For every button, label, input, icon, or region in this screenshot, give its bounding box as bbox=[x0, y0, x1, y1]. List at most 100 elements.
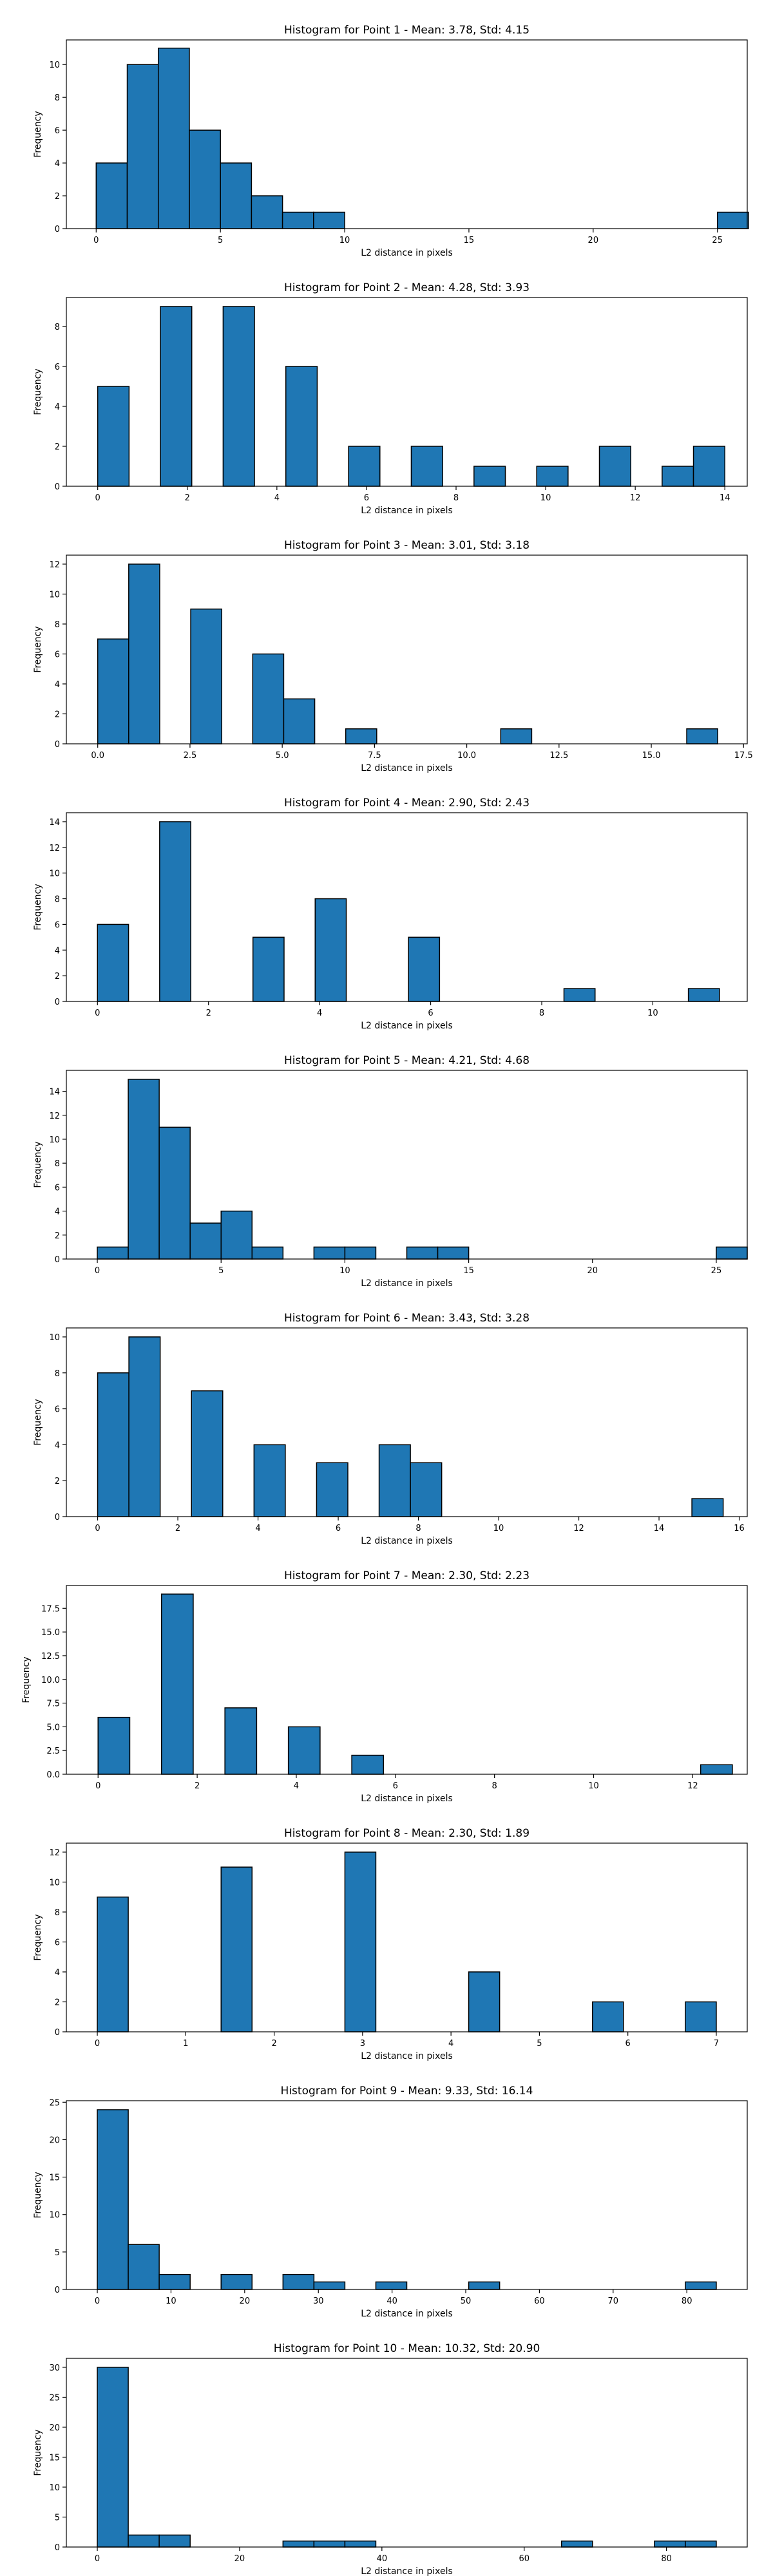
x-tick-label: 17.5 bbox=[734, 751, 753, 761]
histogram-bar bbox=[692, 446, 725, 487]
histogram-bar bbox=[687, 988, 720, 1002]
x-tick-label: 10 bbox=[588, 1781, 599, 1791]
y-tick-label: 2 bbox=[55, 1477, 60, 1486]
y-tick-label: 4 bbox=[55, 680, 60, 690]
x-tick-label: 8 bbox=[492, 1781, 497, 1791]
histogram-bar bbox=[685, 2540, 717, 2548]
histogram-bar bbox=[536, 466, 569, 487]
y-tick-label: 6 bbox=[55, 1405, 60, 1415]
y-tick-label: 5 bbox=[55, 2513, 60, 2523]
x-axis-label: L2 distance in pixels bbox=[361, 1278, 453, 1289]
x-tick-label: 7.5 bbox=[368, 751, 381, 761]
histogram-bar bbox=[128, 564, 160, 744]
histogram-bar bbox=[406, 1246, 439, 1260]
x-tick-label: 20 bbox=[588, 236, 599, 245]
y-axis-label: Frequency bbox=[33, 1914, 43, 1960]
x-tick-label: 3 bbox=[360, 2039, 365, 2049]
y-tick-label: 15 bbox=[49, 2174, 60, 2183]
x-tick-label: 0.0 bbox=[91, 751, 104, 761]
axes-frame bbox=[66, 39, 748, 229]
x-tick-label: 10 bbox=[493, 1524, 504, 1533]
x-tick-label: 0 bbox=[95, 1524, 100, 1533]
histogram-bar bbox=[468, 2281, 501, 2290]
histogram-bar bbox=[97, 923, 129, 1002]
histogram-bar bbox=[97, 2109, 129, 2290]
y-tick-label: 8 bbox=[55, 323, 60, 332]
y-tick-label: 6 bbox=[55, 1183, 60, 1193]
histogram-bar bbox=[97, 1246, 129, 1260]
y-tick-label: 2 bbox=[55, 1998, 60, 2007]
histogram-bar bbox=[563, 988, 596, 1002]
x-tick-label: 60 bbox=[534, 2297, 545, 2306]
histogram-panel: 0 5 10 15 20 25 0 2 4 6 8 10 12 14 Histogram for Point… bbox=[33, 1054, 748, 1289]
y-tick-label: 10 bbox=[49, 1135, 60, 1145]
y-tick-label: 12 bbox=[49, 1848, 60, 1858]
y-tick-label: 5.0 bbox=[46, 1723, 60, 1732]
histogram-bar bbox=[282, 211, 314, 229]
x-tick-label: 0 bbox=[95, 1009, 100, 1018]
histogram-bar bbox=[560, 2540, 593, 2548]
y-tick-label: 0 bbox=[55, 225, 60, 234]
histogram-bar bbox=[282, 2540, 315, 2548]
y-tick-label: 4 bbox=[55, 946, 60, 956]
x-tick-label: 0 bbox=[93, 236, 99, 245]
histogram-bar bbox=[344, 1246, 377, 1260]
x-tick-label: 2 bbox=[271, 2039, 276, 2049]
x-tick-label: 4 bbox=[448, 2039, 453, 2049]
x-tick-label: 0 bbox=[95, 1781, 100, 1791]
y-tick-label: 4 bbox=[55, 402, 60, 412]
axes-frame bbox=[66, 554, 748, 744]
y-tick-label: 2 bbox=[55, 972, 60, 981]
histogram-bar bbox=[592, 2001, 624, 2032]
histogram-bar bbox=[158, 2534, 191, 2548]
y-axis-label: Frequency bbox=[33, 626, 43, 672]
x-tick-label: 12 bbox=[630, 493, 641, 503]
histogram-bar bbox=[344, 2540, 377, 2548]
histogram-panel: 0 20 40 60 80 0 5 10 15 20 25 30 Histogram for Point… bbox=[33, 2342, 748, 2576]
histogram-bar bbox=[224, 1707, 258, 1775]
x-tick-label: 80 bbox=[661, 2554, 672, 2564]
histogram-bar bbox=[437, 1246, 470, 1260]
histogram-bar bbox=[128, 1336, 161, 1517]
x-axis-label: L2 distance in pixels bbox=[361, 763, 453, 773]
histogram-bar bbox=[691, 1498, 724, 1517]
y-tick-label: 10.0 bbox=[41, 1676, 60, 1685]
y-tick-label: 20 bbox=[49, 2423, 60, 2433]
y-tick-label: 8 bbox=[55, 620, 60, 630]
x-tick-label: 20 bbox=[234, 2554, 245, 2564]
histogram-bar bbox=[344, 1852, 377, 2032]
histogram-bar bbox=[378, 1444, 411, 1517]
histogram-bar bbox=[159, 821, 191, 1002]
histogram-bar bbox=[468, 1971, 501, 2032]
y-axis-label: Frequency bbox=[33, 368, 43, 415]
y-axis-label: Frequency bbox=[33, 1399, 43, 1445]
x-tick-label: 6 bbox=[428, 1009, 433, 1018]
histogram-bar bbox=[97, 386, 130, 487]
x-tick-label: 30 bbox=[313, 2297, 324, 2306]
histogram-bar bbox=[251, 195, 283, 229]
y-tick-label: 10 bbox=[49, 61, 60, 70]
x-tick-label: 40 bbox=[377, 2554, 388, 2564]
histogram-bar bbox=[662, 466, 694, 487]
histogram-bar bbox=[160, 306, 193, 487]
axes-frame bbox=[66, 1842, 748, 2032]
x-tick-label: 10 bbox=[339, 236, 350, 245]
y-tick-label: 0 bbox=[55, 740, 60, 750]
y-tick-label: 5 bbox=[55, 2248, 60, 2258]
x-tick-label: 0 bbox=[95, 2039, 100, 2049]
y-tick-label: 8 bbox=[55, 1159, 60, 1169]
y-tick-label: 0.0 bbox=[46, 1770, 60, 1780]
histogram-bar bbox=[220, 1866, 253, 2032]
y-tick-label: 0 bbox=[55, 2286, 60, 2295]
x-tick-label: 5.0 bbox=[276, 751, 289, 761]
y-tick-label: 17.5 bbox=[41, 1604, 60, 1614]
histogram-panel: 0 5 10 15 20 25 0 2 4 6 8 10 Histogram for Point 1 -… bbox=[33, 24, 749, 258]
histogram-bar bbox=[191, 1390, 224, 1517]
y-tick-label: 14 bbox=[49, 818, 60, 828]
y-tick-label: 8 bbox=[55, 1908, 60, 1918]
x-tick-label: 70 bbox=[608, 2297, 619, 2306]
histogram-bar bbox=[351, 1754, 385, 1775]
y-tick-label: 4 bbox=[55, 1968, 60, 1978]
x-tick-label: 40 bbox=[386, 2297, 397, 2306]
